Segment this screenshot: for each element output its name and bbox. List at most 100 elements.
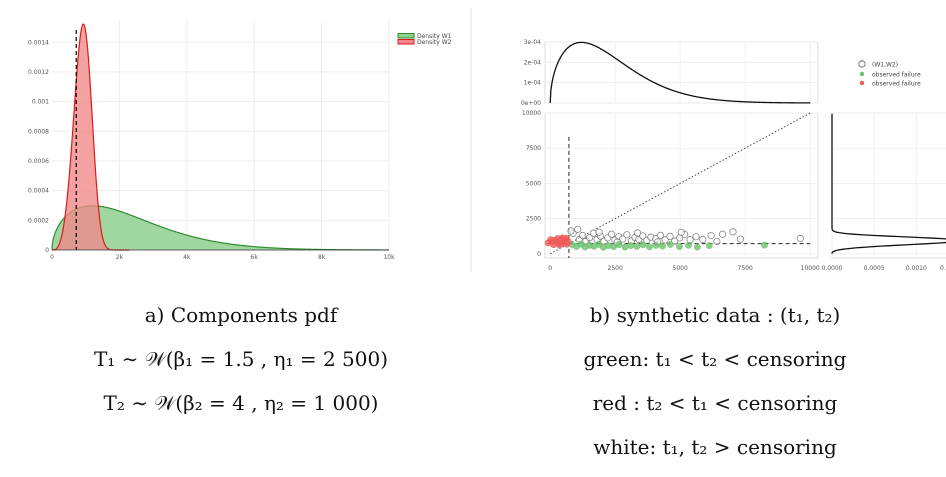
y-tick-label: 0.0004 <box>28 188 49 195</box>
x-tick-label: 8k <box>318 254 326 261</box>
point-censored <box>692 233 700 241</box>
top-y-tick-label: 2e-04 <box>524 59 541 66</box>
point-green <box>621 243 629 251</box>
caption-b-green: green: t₁ < t₂ < censoring <box>583 347 847 371</box>
point-censored <box>719 230 727 238</box>
scatter-x-tick-label: 7500 <box>738 265 753 272</box>
y-tick-label: 0.0008 <box>28 128 49 135</box>
caption-a-t2: T₂ ∼ 𝒲(β₂ = 4 , η₂ = 1 000) <box>103 391 379 415</box>
top-y-tick-label: 0e+00 <box>521 100 541 107</box>
top-marginal-density-line <box>549 41 811 104</box>
scatter-x-tick-label: 10000 <box>801 265 820 272</box>
legend-label: (W1,W2) <box>872 62 898 69</box>
caption-b-red: red : t₂ < t₁ < censoring <box>592 391 838 415</box>
point-censored <box>729 228 737 236</box>
point-censored <box>567 227 575 235</box>
point-censored <box>608 230 616 238</box>
legend-label: observed failure <box>872 72 921 79</box>
point-green <box>633 243 641 250</box>
point-censored <box>619 235 627 243</box>
point-censored <box>595 228 603 236</box>
right-marginal-density-line <box>831 113 946 254</box>
y-tick-label: 0 <box>45 247 49 254</box>
right-marginal-panel: 0.0000 0.0005 0.0010 0.0 <box>822 112 946 272</box>
top-y-tick-label: 3e-04 <box>524 39 541 46</box>
x-tick-label: 6k <box>251 254 259 261</box>
point-censored <box>634 229 642 237</box>
point-censored <box>707 232 715 240</box>
y-tick-label: 0.0014 <box>28 39 49 46</box>
right-x-tick-label: 0.0000 <box>822 265 843 272</box>
point-censored <box>579 231 587 240</box>
point-censored <box>574 225 582 233</box>
point-green <box>693 243 701 251</box>
x-tick-label: 0 <box>50 254 54 261</box>
y-tick-label: 0.001 <box>32 99 49 106</box>
point-green <box>761 241 768 249</box>
y-tick-label: 0.0006 <box>28 158 49 165</box>
right-x-tick-label: 0.0 <box>940 265 946 272</box>
density-areas <box>51 23 389 251</box>
point-censored <box>686 236 694 244</box>
point-censored <box>713 237 721 246</box>
scatter-x-tick-label: 2500 <box>608 265 623 272</box>
right-x-tick-label: 0.0005 <box>864 265 885 272</box>
point-green <box>659 242 666 250</box>
density-chart: 0 2k 4k 6k 8k 10k 0 0.0002 0.0004 0.0006 0.0008 0.… <box>28 20 452 261</box>
point-green <box>705 242 713 250</box>
point-censored <box>699 236 707 244</box>
legend-label: observed failure <box>872 81 921 88</box>
point-green <box>676 243 683 251</box>
caption-b-title: b) synthetic data : (t₁, t₂) <box>589 303 841 327</box>
point-censored <box>656 231 664 239</box>
caption-a-title: a) Components pdf <box>144 303 338 327</box>
legend-label: Density W1 <box>417 33 452 40</box>
right-x-tick-label: 0.0010 <box>906 265 927 272</box>
scatter-y-tick-label: 10000 <box>522 110 541 117</box>
point-green <box>652 241 660 249</box>
legend-swatch <box>397 33 415 39</box>
x-tick-label: 10k <box>383 254 395 261</box>
scatter-y-tick-label: 2500 <box>526 216 541 223</box>
point-green <box>627 242 635 250</box>
point-green <box>615 241 623 249</box>
point-red <box>556 241 563 249</box>
point-censored <box>639 232 647 240</box>
caption-b-white: white: t₁, t₂ > censoring <box>593 435 837 459</box>
point-censored <box>666 232 674 240</box>
y-tick-label: 0.0002 <box>28 217 49 224</box>
point-censored <box>736 235 745 243</box>
x-tick-label: 2k <box>116 254 124 261</box>
top-y-tick-label: 1e-04 <box>524 80 541 87</box>
point-censored <box>796 234 804 242</box>
point-green <box>639 241 647 249</box>
legend-marker-red <box>859 80 865 86</box>
legend-box <box>848 52 946 94</box>
point-green <box>666 241 674 248</box>
scatter-y-tick-label: 5000 <box>526 180 541 187</box>
scatter-legend: (W1,W2) observed failure observed failure <box>848 52 946 94</box>
point-red <box>559 234 566 242</box>
point-green <box>646 243 653 251</box>
density-y-ticks: 0 0.0002 0.0004 0.0006 0.0008 0.001 0.0012 0.00… <box>28 39 49 254</box>
scatter-y-tick-label: 0 <box>537 251 541 258</box>
density-w2-area <box>52 24 130 250</box>
point-green <box>685 241 692 249</box>
density-w1-area <box>52 205 389 250</box>
point-censored <box>623 231 631 239</box>
scatter-panel: 0 2500 5000 7500 10000 0 2500 5000 7500 10000 <box>522 110 820 272</box>
caption-a-t1: T₁ ∼ 𝒲(β₁ = 1.5 , η₁ = 2 500) <box>93 347 389 371</box>
scatter-x-tick-label: 0 <box>548 265 552 272</box>
x-tick-label: 4k <box>183 254 191 261</box>
legend-marker-green <box>859 71 865 77</box>
point-censored <box>677 228 685 236</box>
y-tick-label: 0.0012 <box>28 69 49 76</box>
legend-marker-open <box>858 60 866 68</box>
legend-swatch <box>397 39 415 45</box>
scatter-y-tick-label: 7500 <box>526 145 541 152</box>
scatter-x-tick-label: 5000 <box>673 265 688 272</box>
legend-label: Density W2 <box>417 39 452 46</box>
density-x-ticks: 0 2k 4k 6k 8k 10k <box>50 254 395 261</box>
